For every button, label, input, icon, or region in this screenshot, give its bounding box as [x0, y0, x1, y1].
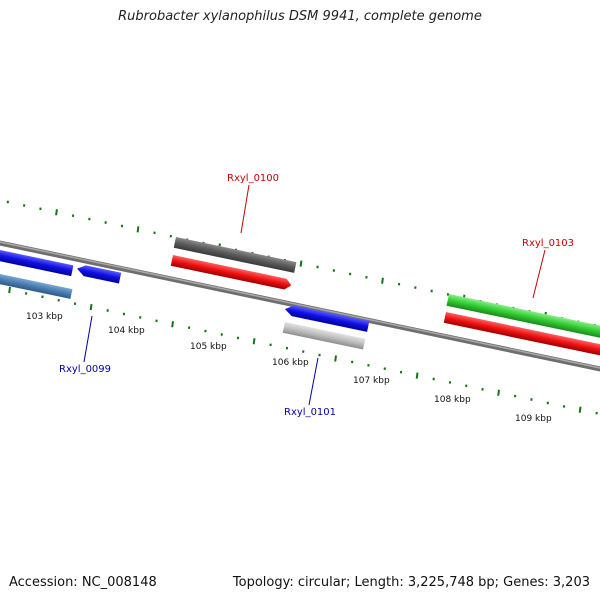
ruler-major-tick: [171, 321, 174, 328]
tick-label: 103 kbp: [26, 312, 63, 322]
feature-lightgray[interactable]: [282, 322, 366, 350]
tick-label: 107 kbp: [353, 376, 390, 386]
ruler-major-tick: [89, 303, 93, 311]
genome-title: Rubrobacter xylanophilus DSM 9941, compl…: [118, 9, 482, 24]
leader-line-rxyl0099: [83, 315, 93, 363]
feature-blue-small-arrow[interactable]: [76, 264, 122, 284]
ruler-major-tick: [578, 406, 582, 413]
feature-blue-left-top[interactable]: [0, 245, 74, 277]
feature-red-rxyl0103[interactable]: [443, 312, 600, 357]
ruler-major-tick: [334, 355, 337, 362]
gene-label-rxyl0099[interactable]: Rxyl_0099: [59, 364, 111, 375]
genome-summary-text: Topology: circular; Length: 3,225,748 bp…: [232, 575, 590, 590]
tick-label: 109 kbp: [515, 414, 552, 424]
genome-backbone: [0, 240, 600, 372]
leader-line-rxyl0100: [240, 184, 250, 234]
gene-label-rxyl0100[interactable]: Rxyl_0100: [227, 173, 279, 184]
feature-green-rxyl0103[interactable]: [446, 294, 600, 341]
tick-label: 104 kbp: [108, 326, 145, 336]
leader-line-rxyl0101: [308, 357, 319, 406]
gene-label-rxyl0103[interactable]: Rxyl_0103: [522, 238, 574, 249]
inner-ruler: [8, 286, 598, 415]
feature-gray-top[interactable]: [173, 237, 297, 273]
feature-blue-rxyl0101[interactable]: [284, 304, 370, 332]
ruler-major-tick: [415, 372, 419, 379]
leader-line-rxyl0103: [532, 249, 546, 299]
ruler-major-tick: [299, 260, 303, 267]
ruler-major-tick: [252, 338, 256, 345]
tick-label: 106 kbp: [272, 358, 309, 368]
feature-steelblue-left[interactable]: [0, 269, 73, 299]
ruler-major-tick: [381, 277, 384, 284]
feature-red-rxyl0100[interactable]: [170, 255, 293, 291]
ruler-major-tick: [136, 226, 140, 233]
tick-label: 108 kbp: [434, 395, 471, 405]
ruler-major-tick: [55, 209, 58, 216]
tick-labels: 103 kbp 104 kbp 105 kbp 106 kbp 107 kbp …: [26, 312, 552, 424]
tick-label: 105 kbp: [190, 342, 227, 352]
gene-label-rxyl0101[interactable]: Rxyl_0101: [284, 407, 336, 418]
ruler-major-tick: [8, 286, 11, 294]
ruler-major-tick: [497, 389, 500, 396]
genome-backbone-highlight: [0, 241, 600, 369]
accession-text: Accession: NC_008148: [9, 575, 157, 590]
